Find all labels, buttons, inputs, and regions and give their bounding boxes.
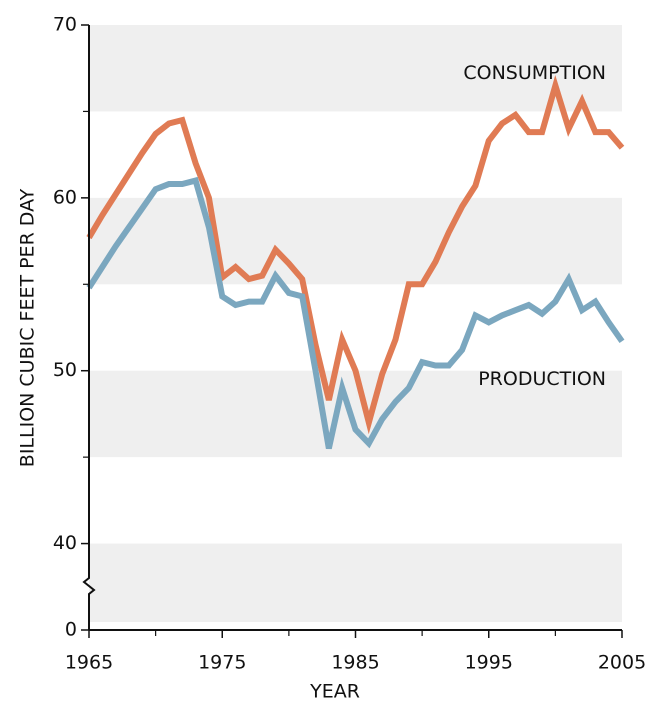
band bbox=[89, 543, 622, 622]
x-axis-label: YEAR bbox=[309, 681, 360, 703]
series-label: CONSUMPTION bbox=[463, 62, 606, 84]
y-tick-label: 60 bbox=[53, 186, 77, 208]
x-tick-label: 1995 bbox=[465, 652, 513, 674]
band bbox=[89, 25, 622, 112]
y-axis-label: BILLION CUBIC FEET PER DAY bbox=[17, 188, 39, 467]
y-tick-label: 40 bbox=[53, 532, 77, 554]
band bbox=[89, 197, 622, 285]
x-tick-label: 1975 bbox=[198, 652, 246, 674]
x-tick-label: 1965 bbox=[65, 652, 113, 674]
y-tick-label: 50 bbox=[53, 359, 77, 381]
x-tick-label: 2005 bbox=[598, 652, 646, 674]
lines bbox=[86, 74, 625, 450]
y-tick-label: 0 bbox=[65, 619, 77, 641]
series-line bbox=[86, 176, 625, 450]
y-tick-label: 70 bbox=[53, 14, 77, 36]
x-tick-label: 1985 bbox=[331, 652, 379, 674]
series-line bbox=[86, 74, 625, 435]
axes: 0 40 50 60 70 1965 1975 1985 1995 2005 bbox=[53, 14, 646, 674]
series-label: PRODUCTION bbox=[478, 368, 606, 390]
bands bbox=[89, 25, 622, 622]
y-axis-line bbox=[82, 25, 96, 630]
band bbox=[89, 370, 622, 458]
